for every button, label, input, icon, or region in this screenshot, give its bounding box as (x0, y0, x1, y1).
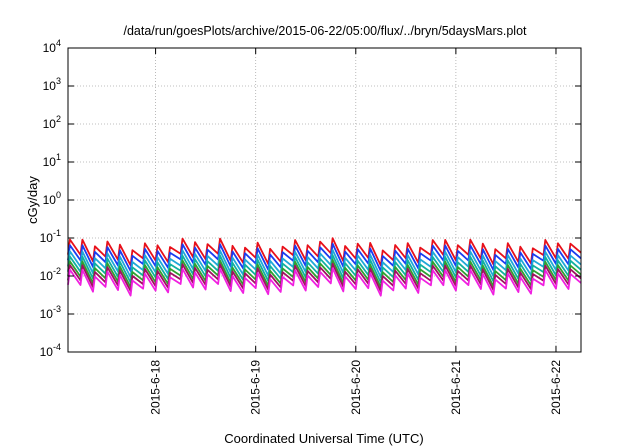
y-tick-label: 10-4 (40, 342, 61, 359)
y-tick-label: 103 (43, 76, 61, 93)
plot-area (67, 47, 582, 353)
y-tick-label: 102 (43, 114, 61, 131)
y-tick-label: 10-2 (40, 266, 61, 283)
series-line-7 (67, 267, 582, 297)
y-tick-label: 10-3 (40, 304, 61, 321)
x-axis-label: Coordinated Universal Time (UTC) (224, 431, 423, 446)
y-tick-label: 10-1 (40, 228, 61, 245)
x-tick-label: 2015-6-18 (149, 360, 163, 415)
x-tick-label: 2015-6-20 (349, 360, 363, 415)
x-tick-label: 2015-6-21 (449, 360, 463, 415)
chart-title: /data/run/goesPlots/archive/2015-06-22/0… (123, 24, 527, 38)
y-tick-label: 101 (43, 152, 61, 169)
y-axis-label: cGy/day (25, 176, 40, 224)
series-group (67, 237, 582, 297)
y-tick-label: 100 (43, 190, 61, 207)
x-tick-label: 2015-6-19 (249, 360, 263, 415)
grid-lines (68, 48, 581, 352)
x-axis: 2015-6-18 2015-6-19 2015-6-20 2015-6-21 2015… (149, 48, 563, 415)
y-tick-label: 104 (43, 38, 61, 55)
y-axis: 10-4 10-3 10-2 10-1 100 101 102 103 104 (40, 38, 581, 359)
x-tick-label: 2015-6-22 (549, 360, 563, 415)
